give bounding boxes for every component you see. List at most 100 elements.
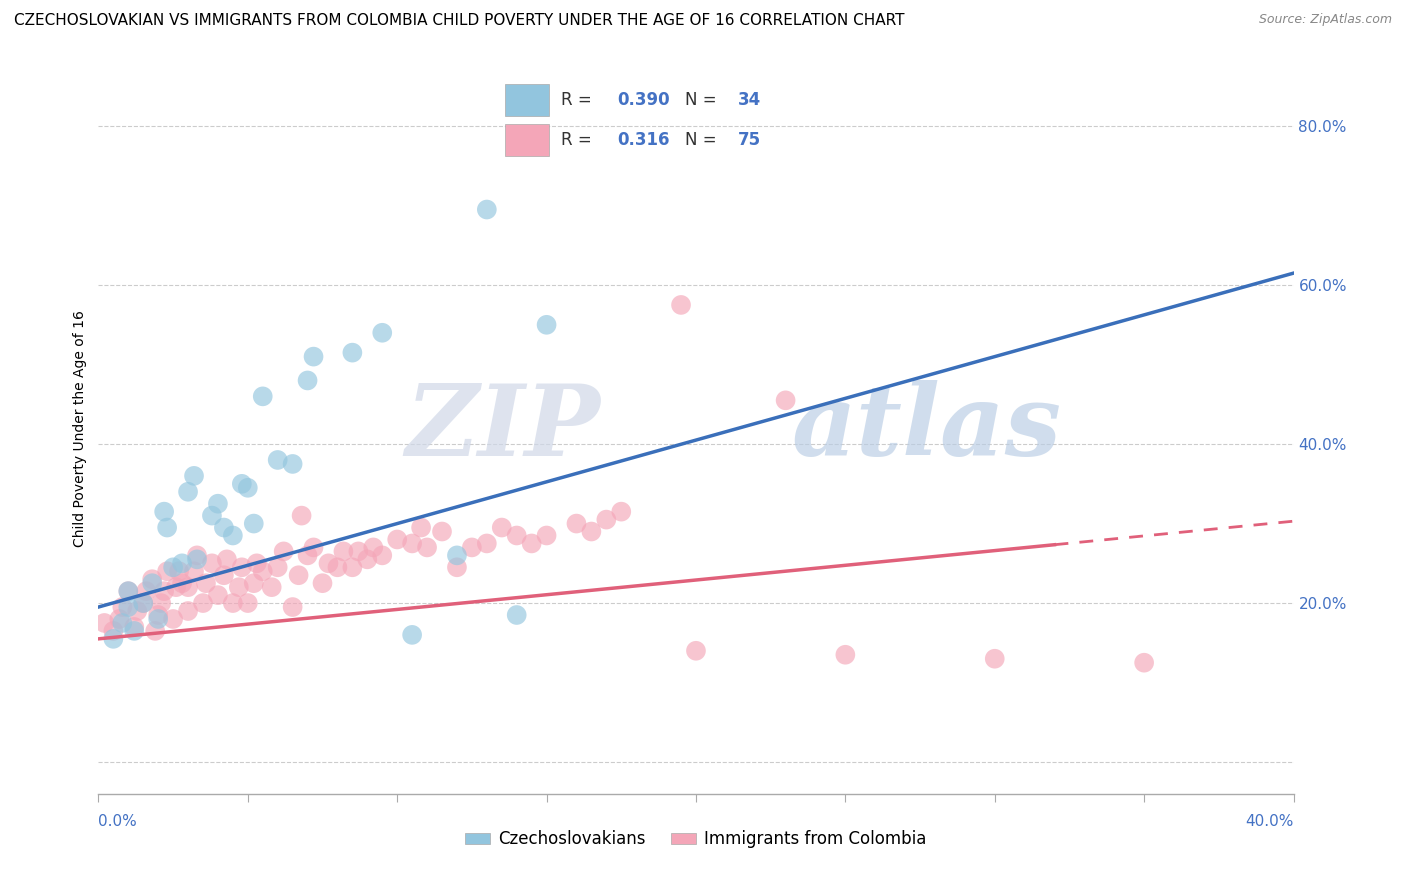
Point [207, 497, 229, 511]
Point [342, 345, 364, 359]
Point [281, 457, 304, 471]
Point [222, 596, 245, 610]
Point [183, 564, 205, 578]
Point [834, 648, 856, 662]
Point [127, 604, 149, 618]
Point [267, 560, 290, 574]
Point [297, 549, 319, 563]
Point [156, 564, 179, 578]
Point [132, 596, 155, 610]
Point [93, 615, 115, 630]
Point [281, 600, 304, 615]
Point [610, 505, 633, 519]
Point [186, 549, 208, 563]
Point [371, 549, 394, 563]
Point [153, 584, 176, 599]
Point [287, 568, 309, 582]
Point [775, 393, 797, 408]
Point [595, 512, 617, 526]
Point [108, 612, 131, 626]
Point [111, 615, 134, 630]
Point [195, 576, 218, 591]
Point [207, 588, 229, 602]
Point [177, 580, 200, 594]
Point [148, 607, 170, 622]
Point [385, 533, 409, 547]
Point [231, 560, 253, 574]
Text: 0.0%: 0.0% [98, 814, 138, 829]
Point [153, 505, 176, 519]
Point [536, 318, 558, 332]
Point [297, 374, 319, 388]
Point [111, 600, 134, 615]
Point [401, 536, 423, 550]
Point [581, 524, 603, 539]
Point [141, 576, 163, 591]
Point [267, 453, 290, 467]
Point [167, 564, 190, 578]
Point [103, 624, 125, 638]
Point [356, 552, 378, 566]
Point [342, 560, 364, 574]
Point [243, 516, 266, 531]
Legend: Czechoslovakians, Immigrants from Colombia: Czechoslovakians, Immigrants from Colomb… [458, 823, 934, 855]
Point [291, 508, 314, 523]
Point [416, 541, 439, 555]
Point [252, 389, 274, 403]
Point [212, 568, 235, 582]
Text: CZECHOSLOVAKIAN VS IMMIGRANTS FROM COLOMBIA CHILD POVERTY UNDER THE AGE OF 16 CO: CZECHOSLOVAKIAN VS IMMIGRANTS FROM COLOM… [14, 13, 904, 29]
Point [475, 536, 498, 550]
Point [231, 476, 253, 491]
Text: Source: ZipAtlas.com: Source: ZipAtlas.com [1258, 13, 1392, 27]
Point [491, 520, 513, 534]
Point [326, 560, 349, 574]
Point [177, 484, 200, 499]
Point [506, 528, 529, 542]
Point [536, 528, 558, 542]
Point [984, 651, 1007, 665]
Point [132, 596, 155, 610]
Point [669, 298, 692, 312]
Point [143, 624, 166, 638]
Point [302, 350, 325, 364]
Point [401, 628, 423, 642]
Point [565, 516, 588, 531]
Point [212, 520, 235, 534]
Point [150, 596, 173, 610]
Point [475, 202, 498, 217]
Point [103, 632, 125, 646]
Point [183, 468, 205, 483]
Point [347, 544, 370, 558]
Point [1133, 656, 1156, 670]
Point [252, 564, 274, 578]
Point [135, 584, 157, 599]
Point [246, 557, 269, 571]
Point [162, 560, 184, 574]
Point [520, 536, 543, 550]
Point [117, 584, 139, 599]
Point [446, 549, 468, 563]
Y-axis label: Child Poverty Under the Age of 16: Child Poverty Under the Age of 16 [73, 310, 87, 547]
Point [124, 624, 146, 638]
Point [236, 481, 259, 495]
Point [411, 520, 433, 534]
Point [311, 576, 333, 591]
Point [243, 576, 266, 591]
Point [177, 604, 200, 618]
Text: ZIP: ZIP [405, 380, 600, 476]
Point [186, 552, 208, 566]
Point [117, 600, 139, 615]
Point [172, 557, 194, 571]
Point [124, 620, 146, 634]
Point [201, 557, 224, 571]
Point [685, 644, 707, 658]
Point [165, 580, 187, 594]
Point [371, 326, 394, 340]
Point [117, 584, 139, 599]
Point [506, 607, 529, 622]
Point [446, 560, 468, 574]
Point [222, 528, 245, 542]
Point [201, 508, 224, 523]
Point [156, 520, 179, 534]
Point [236, 596, 259, 610]
